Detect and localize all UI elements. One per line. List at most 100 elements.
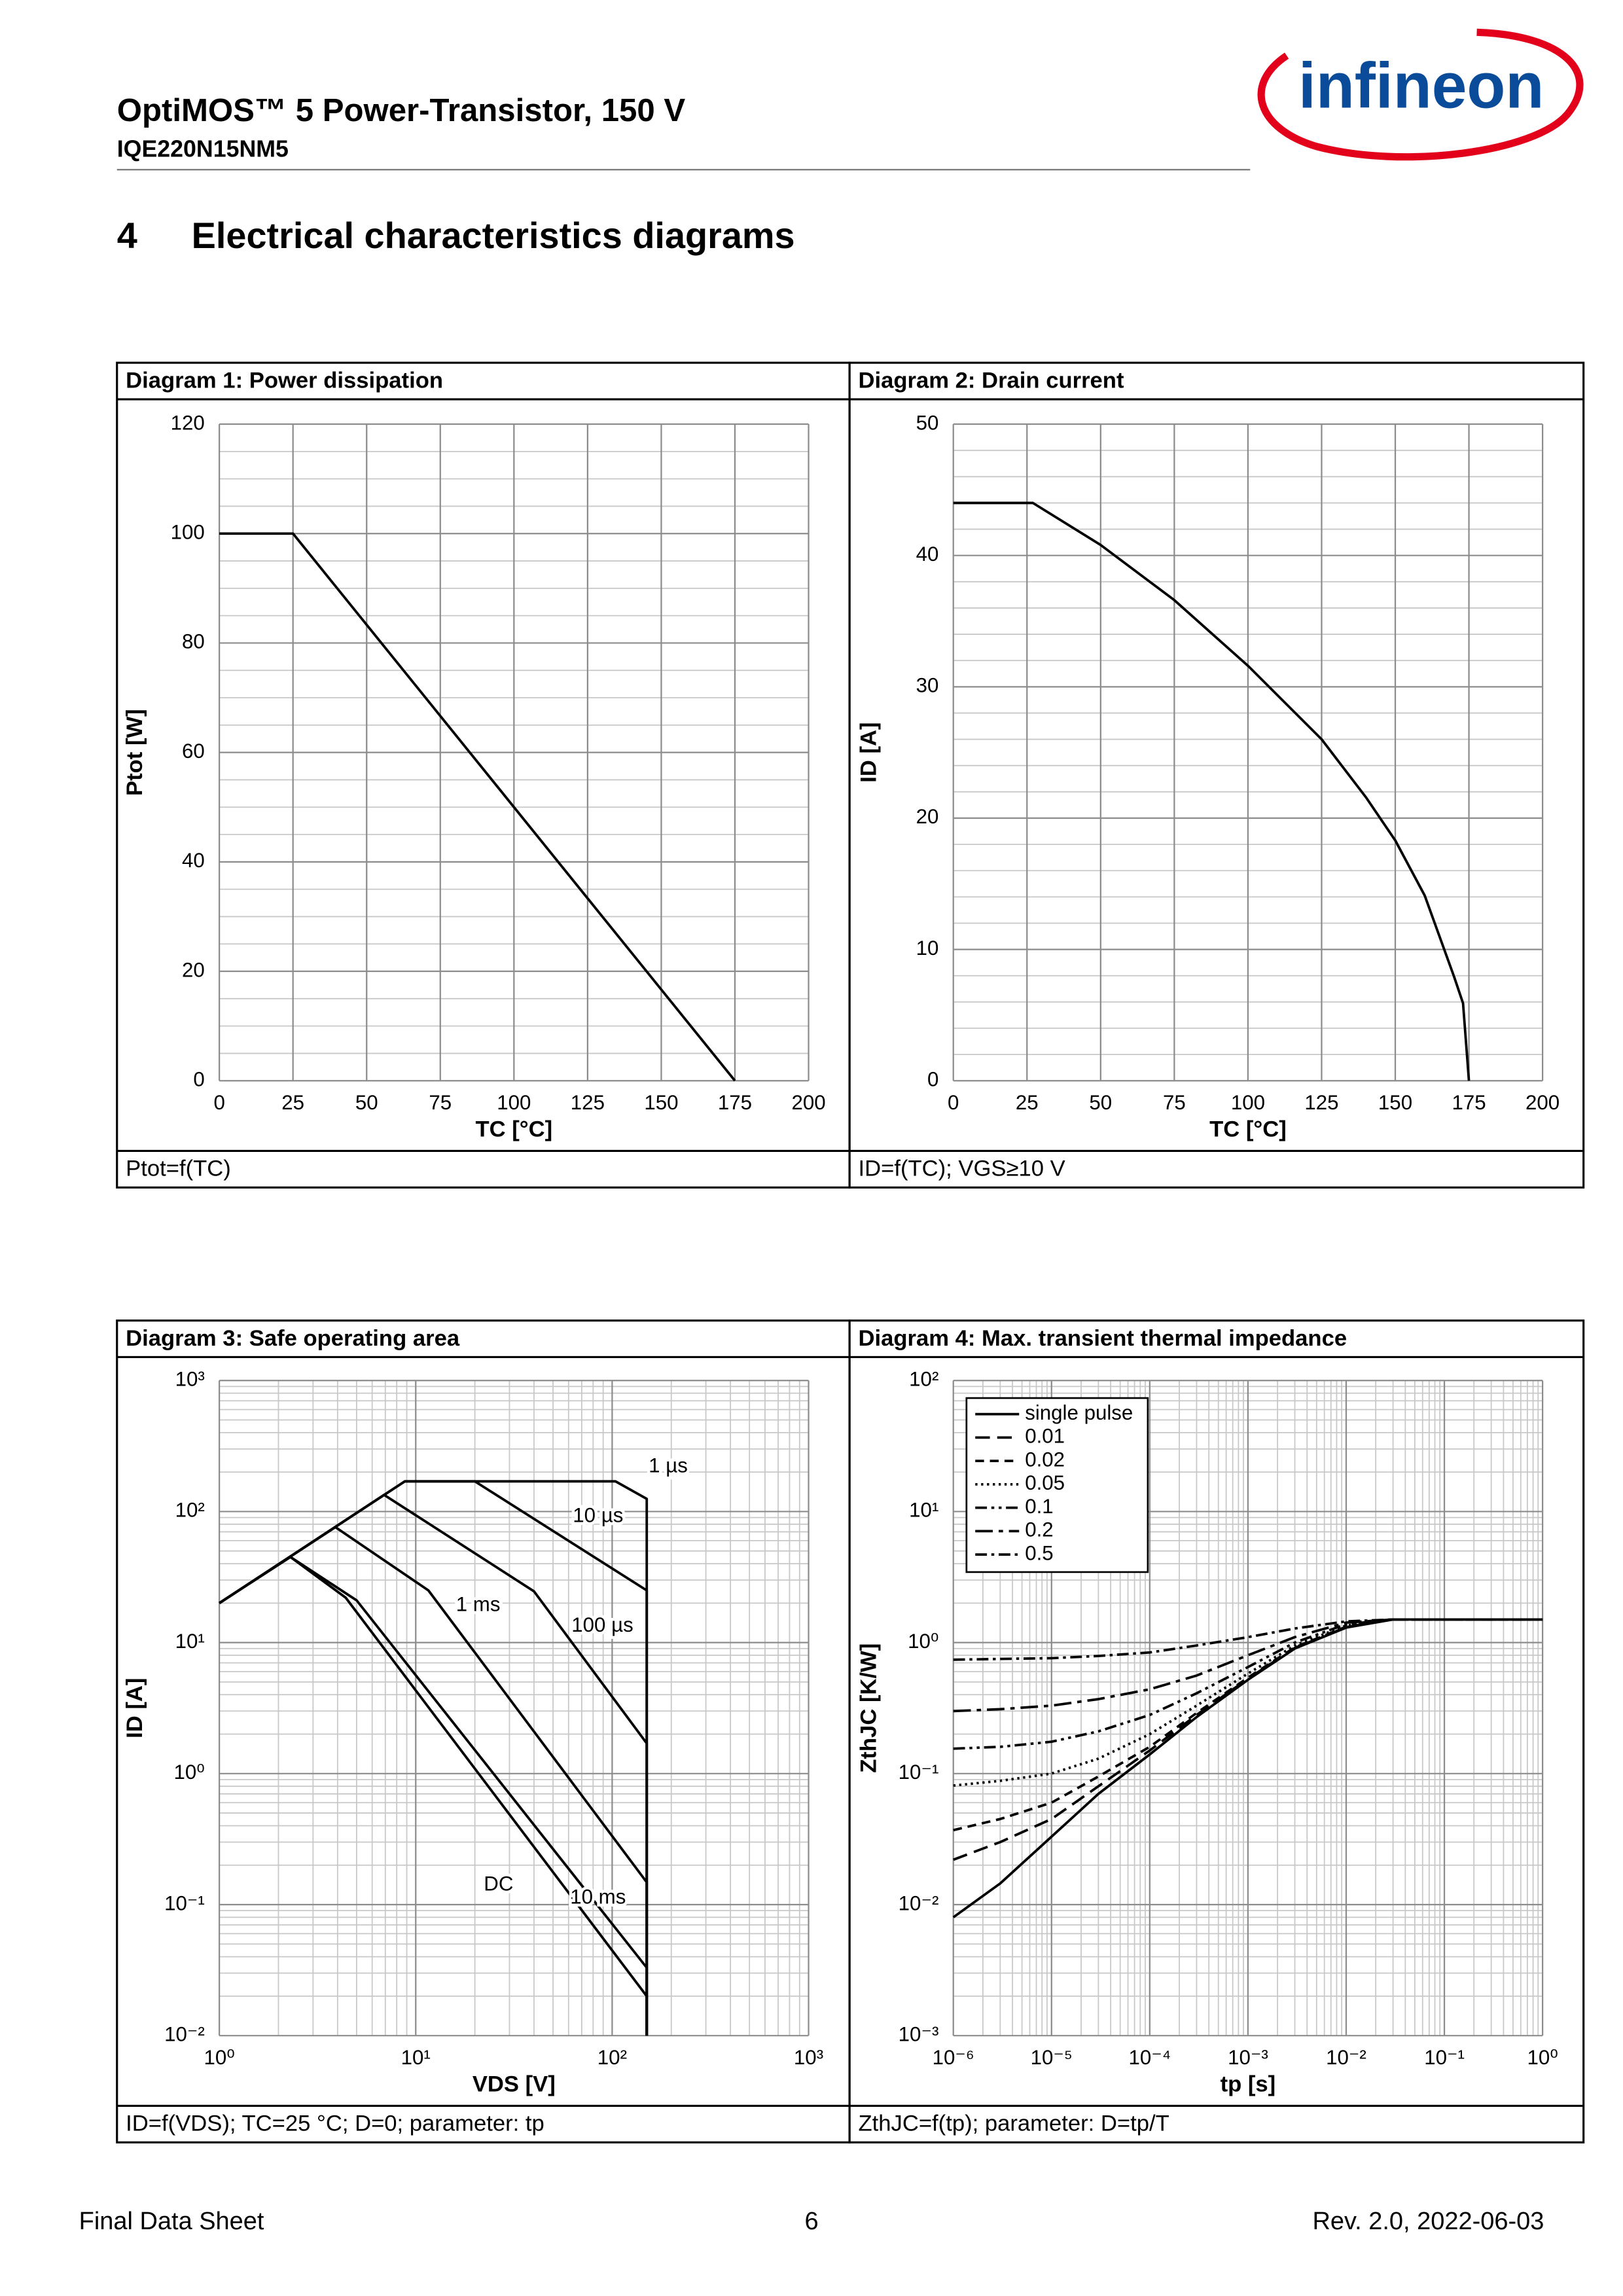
x-tick-label: 10⁻⁵ <box>1031 2046 1073 2069</box>
section-title: Electrical characteristics diagrams <box>192 215 795 256</box>
panel-frame <box>116 361 851 1189</box>
x-tick-label: 75 <box>1163 1091 1186 1114</box>
y-tick-label: 30 <box>916 674 939 697</box>
y-tick-label: 100 <box>171 521 205 544</box>
legend-label: 0.05 <box>1025 1471 1065 1494</box>
x-tick-label: 10⁻⁴ <box>1128 2046 1171 2069</box>
data-line <box>219 532 736 1082</box>
x-tick-label: 100 <box>1231 1091 1265 1114</box>
data-line <box>219 1555 649 2036</box>
x-tick-label: 150 <box>644 1091 678 1114</box>
y-tick-label: 10 <box>916 937 939 960</box>
diagram-title: Diagram 2: Drain current <box>858 368 1124 393</box>
y-tick-label: 0 <box>193 1067 204 1090</box>
y-tick-label: 10⁻¹ <box>899 1761 939 1784</box>
diagram-title: Diagram 4: Max. transient thermal impeda… <box>858 1326 1347 1351</box>
x-tick-label: 10² <box>597 2046 627 2069</box>
data-line <box>953 1618 1543 1661</box>
legend-label: 0.2 <box>1025 1518 1053 1541</box>
data-line <box>953 501 1471 1081</box>
x-tick-label: 10⁻¹ <box>1424 2046 1465 2069</box>
legend-label: 0.1 <box>1025 1495 1053 1518</box>
part-number: IQE220N15NM5 <box>117 136 289 162</box>
y-tick-label: 10⁻² <box>899 1892 939 1914</box>
footer-left: Final Data Sheet <box>79 2208 264 2235</box>
x-tick-label: 125 <box>1304 1091 1338 1114</box>
y-tick-label: 10⁻² <box>164 2022 205 2045</box>
x-axis-label: TC [°C] <box>475 1117 552 1141</box>
curve-label: 10 µs <box>573 1503 623 1526</box>
logo-swoosh <box>1257 28 1584 161</box>
x-tick-label: 10³ <box>794 2046 823 2069</box>
y-tick-label: 10³ <box>175 1368 205 1391</box>
x-tick-label: 75 <box>429 1091 452 1114</box>
data-line <box>219 1480 649 2036</box>
y-tick-label: 10² <box>909 1368 938 1391</box>
footer-right: Rev. 2.0, 2022-06-03 <box>1312 2208 1544 2235</box>
x-tick-label: 0 <box>213 1091 224 1114</box>
y-tick-label: 120 <box>171 411 205 434</box>
curve-label: DC <box>484 1872 513 1895</box>
curve-label: 1 µs <box>649 1454 688 1477</box>
y-tick-label: 40 <box>916 543 939 565</box>
diagram-caption: ID=f(TC); VGS≥10 V <box>858 1157 1065 1181</box>
curve-label: 100 µs <box>571 1613 633 1636</box>
legend-label: 0.01 <box>1025 1425 1065 1448</box>
x-tick-label: 10⁰ <box>204 2046 234 2069</box>
y-tick-label: 10² <box>175 1499 205 1522</box>
y-tick-label: 10⁰ <box>908 1630 938 1653</box>
y-tick-label: 10⁰ <box>173 1761 204 1784</box>
y-axis-label: ID [A] <box>122 1678 147 1738</box>
diagram-caption: Ptot=f(TC) <box>126 1157 231 1181</box>
x-tick-label: 150 <box>1378 1091 1412 1114</box>
data-line <box>219 1480 649 2036</box>
y-tick-label: 20 <box>916 805 939 828</box>
y-axis-label: ZthJC [K/W] <box>857 1643 882 1773</box>
y-tick-label: 10¹ <box>175 1630 205 1653</box>
document-title: OptiMOS™ 5 Power-Transistor, 150 V <box>117 93 686 128</box>
curve-label: 10 ms <box>570 1885 626 1908</box>
x-tick-label: 175 <box>718 1091 752 1114</box>
y-axis-label: Ptot [W] <box>122 709 147 796</box>
y-tick-label: 10⁻¹ <box>164 1892 205 1914</box>
x-tick-label: 10⁰ <box>1527 2046 1558 2069</box>
legend-label: 0.02 <box>1025 1448 1065 1471</box>
x-tick-label: 125 <box>571 1091 605 1114</box>
diagram-caption: ZthJC=f(tp); parameter: D=tp/T <box>858 2111 1169 2136</box>
y-tick-label: 50 <box>916 411 939 434</box>
section-number: 4 <box>117 215 137 256</box>
x-axis-label: VDS [V] <box>473 2072 556 2096</box>
x-tick-label: 10⁻² <box>1326 2046 1366 2069</box>
diagram-title: Diagram 3: Safe operating area <box>126 1326 460 1351</box>
x-tick-label: 175 <box>1452 1091 1486 1114</box>
y-axis-label: ID [A] <box>857 722 882 782</box>
y-tick-label: 80 <box>182 630 205 653</box>
legend-label: single pulse <box>1025 1401 1133 1424</box>
panel-frame <box>848 361 1585 1189</box>
diagram-title: Diagram 1: Power dissipation <box>126 368 443 393</box>
x-tick-label: 10⁻³ <box>1228 2046 1268 2069</box>
x-axis-label: TC [°C] <box>1209 1117 1287 1141</box>
logo-text: infineon <box>1298 50 1544 122</box>
y-tick-label: 0 <box>927 1067 938 1090</box>
x-tick-label: 0 <box>948 1091 959 1114</box>
legend-box <box>965 1397 1149 1573</box>
x-tick-label: 25 <box>281 1091 304 1114</box>
y-tick-label: 20 <box>182 958 205 981</box>
y-tick-label: 40 <box>182 849 205 872</box>
x-axis-label: tp [s] <box>1221 2072 1276 2096</box>
x-tick-label: 10¹ <box>401 2046 431 2069</box>
x-tick-label: 200 <box>791 1091 825 1114</box>
x-tick-label: 100 <box>497 1091 531 1114</box>
x-tick-label: 25 <box>1016 1091 1039 1114</box>
footer-page: 6 <box>804 2208 818 2235</box>
y-tick-label: 10¹ <box>909 1499 938 1522</box>
legend-label: 0.5 <box>1025 1541 1053 1564</box>
x-tick-label: 50 <box>355 1091 378 1114</box>
curve-label: 1 ms <box>456 1593 501 1616</box>
y-tick-label: 10⁻³ <box>899 2022 939 2045</box>
data-line <box>953 1618 1543 1750</box>
x-tick-label: 200 <box>1525 1091 1560 1114</box>
